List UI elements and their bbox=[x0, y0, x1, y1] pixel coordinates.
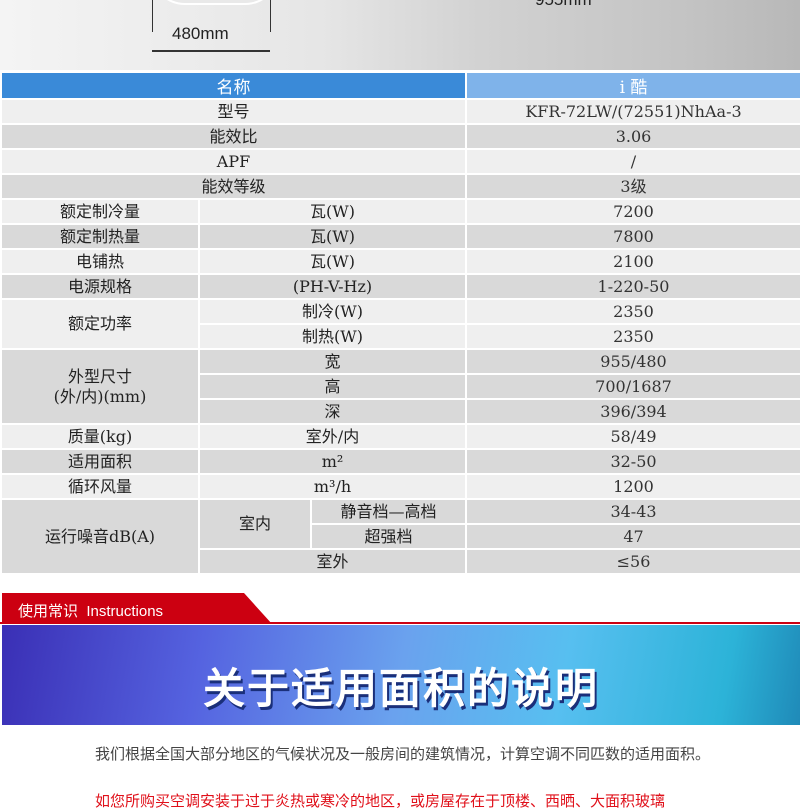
cell: 额定制冷量 bbox=[0, 198, 200, 225]
banner: 关于适用面积的说明 bbox=[2, 625, 800, 725]
table-row: 电源规格 (PH-V-Hz) 1-220-50 bbox=[0, 273, 800, 300]
cell: 深 bbox=[198, 398, 467, 425]
cell: 32-50 bbox=[465, 448, 800, 475]
cell: ≤56 bbox=[465, 548, 800, 575]
section-header: 使用常识 Instructions bbox=[0, 593, 800, 625]
cell: 能效等级 bbox=[0, 173, 467, 200]
banner-title: 关于适用面积的说明 bbox=[202, 664, 599, 713]
table-row: 深 396/394 bbox=[1, 398, 800, 425]
cell: 3.06 bbox=[465, 123, 800, 150]
cell: 34-43 bbox=[465, 498, 800, 525]
table-row: 额定制热量 瓦(W) 7800 bbox=[0, 223, 800, 250]
table-row: 型号 KFR-72LW/(72551)NhAa-3 bbox=[0, 98, 800, 125]
cell: 外型尺寸 (外/内)(mm) bbox=[0, 348, 200, 425]
width-label: 480mm bbox=[172, 24, 229, 43]
table-row: 电铺热 瓦(W) 2100 bbox=[0, 248, 800, 275]
cell: 静音档—高档 bbox=[310, 498, 467, 525]
table-row: 超强档 47 bbox=[1, 523, 800, 550]
cell: 2350 bbox=[465, 298, 800, 325]
cell: 1-220-50 bbox=[465, 273, 800, 300]
section-label: 使用常识 Instructions bbox=[18, 603, 164, 620]
table-row: 能效等级 3级 bbox=[0, 173, 800, 200]
table-row: 外型尺寸 (外/内)(mm) 宽 955/480 bbox=[0, 348, 800, 425]
cell: 7800 bbox=[465, 223, 800, 250]
cell: 室外 bbox=[198, 548, 467, 575]
cell: 700/1687 bbox=[465, 373, 800, 400]
cell: 制冷(W) bbox=[198, 298, 467, 325]
cell: 额定功率 bbox=[0, 298, 200, 350]
cell: 适用面积 bbox=[0, 448, 200, 475]
header-name: 名称 bbox=[0, 71, 467, 100]
cell: 瓦(W) bbox=[198, 198, 467, 225]
cell: 运行噪音dB(A) bbox=[0, 498, 200, 575]
table-row: 能效比 3.06 bbox=[0, 123, 800, 150]
cell: 瓦(W) bbox=[198, 223, 467, 250]
unit-outline bbox=[150, 0, 280, 5]
cell: 制热(W) bbox=[198, 323, 467, 350]
product-dimension-image: 480mm 955mm bbox=[0, 0, 800, 70]
header-model: i 酷 bbox=[465, 71, 800, 100]
cell: 电源规格 bbox=[0, 273, 200, 300]
table-row: 室外 ≤56 bbox=[1, 548, 800, 575]
table-row: 额定功率 制冷(W) 2350 bbox=[0, 298, 800, 350]
cell: APF bbox=[0, 148, 467, 175]
table-row: 高 700/1687 bbox=[1, 373, 800, 400]
section-tab bbox=[2, 593, 272, 624]
cell: 额定制热量 bbox=[0, 223, 200, 250]
size-label: 外型尺寸 bbox=[67, 366, 132, 386]
cell: KFR-72LW/(72551)NhAa-3 bbox=[465, 98, 800, 125]
cell: 47 bbox=[465, 523, 800, 550]
cell: 超强档 bbox=[310, 523, 467, 550]
table-header: 名称 i 酷 bbox=[0, 71, 800, 100]
dimension-tick bbox=[270, 0, 271, 32]
size-unit: (外/内)(mm) bbox=[53, 386, 147, 406]
paragraph-highlight: 如您所购买空调安装于过于炎热或寒冷的地区，或房屋存在于顶楼、西晒、大面积玻璃 bbox=[95, 792, 666, 810]
cell: 58/49 bbox=[465, 423, 800, 450]
cell: 循环风量 bbox=[0, 473, 200, 500]
cell: 室外/内 bbox=[198, 423, 467, 450]
spec-table: 名称 i 酷 型号 KFR-72LW/(72551)NhAa-3 能效比 3.06 A… bbox=[0, 71, 800, 575]
cell: 2100 bbox=[465, 248, 800, 275]
table-row: 循环风量 m³/h 1200 bbox=[0, 473, 800, 500]
paragraph: 我们根据全国大部分地区的气候状况及一般房间的建筑情况，计算空调不同匹数的适用面积… bbox=[95, 745, 711, 763]
table-row: 运行噪音dB(A) 室内 静音档—高档 34-43 bbox=[0, 498, 800, 575]
cell: 7200 bbox=[465, 198, 800, 225]
table-row: APF / bbox=[0, 148, 800, 175]
table-row: 适用面积 m² 32-50 bbox=[0, 448, 800, 475]
cell: 质量(kg) bbox=[0, 423, 200, 450]
table-row: 额定制冷量 瓦(W) 7200 bbox=[0, 198, 800, 225]
cell: 高 bbox=[198, 373, 467, 400]
cell: m³/h bbox=[198, 473, 467, 500]
cell: 396/394 bbox=[465, 398, 800, 425]
divider bbox=[0, 622, 800, 624]
cell: (PH-V-Hz) bbox=[198, 273, 467, 300]
cell: m² bbox=[198, 448, 467, 475]
cell: 3级 bbox=[465, 173, 800, 200]
cell: / bbox=[465, 148, 800, 175]
table-row: 质量(kg) 室外/内 58/49 bbox=[0, 423, 800, 450]
cell: 室内 bbox=[198, 498, 312, 550]
dimension-line bbox=[152, 50, 270, 52]
cell: 宽 bbox=[198, 348, 467, 375]
cell: 1200 bbox=[465, 473, 800, 500]
depth-label: 955mm bbox=[535, 0, 592, 10]
cell: 能效比 bbox=[0, 123, 467, 150]
dimension-tick bbox=[152, 0, 153, 32]
cell: 电铺热 bbox=[0, 248, 200, 275]
cell: 型号 bbox=[0, 98, 467, 125]
cell: 2350 bbox=[465, 323, 800, 350]
cell: 瓦(W) bbox=[198, 248, 467, 275]
cell: 955/480 bbox=[465, 348, 800, 375]
